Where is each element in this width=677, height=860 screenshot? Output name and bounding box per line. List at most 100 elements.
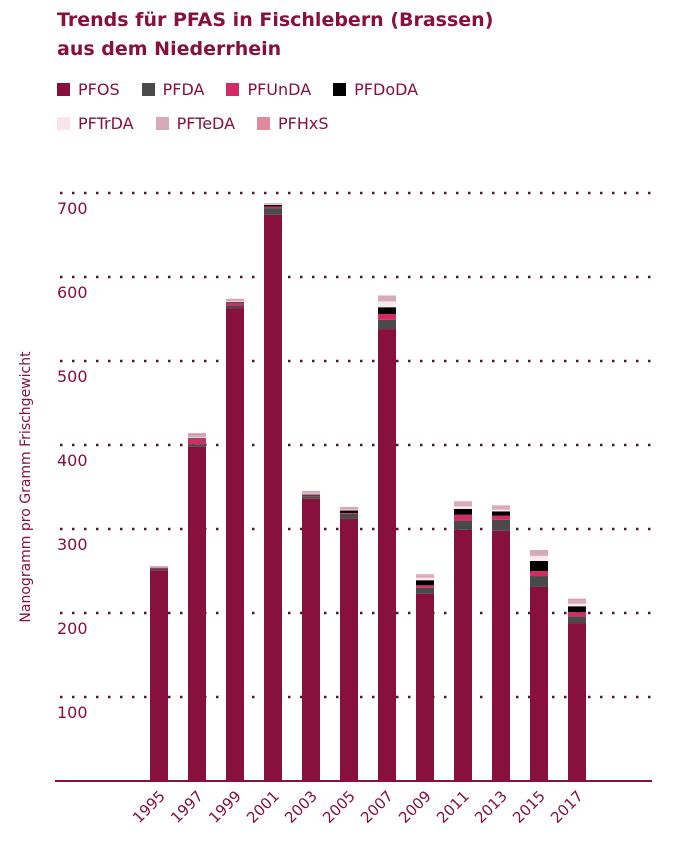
- bar-segment-pfda-2005: [340, 513, 358, 519]
- bar-segment-pfos-2005: [340, 518, 358, 781]
- bar-segment-pfunda-2001: [264, 206, 282, 209]
- x-tick-label: 2009: [395, 787, 435, 827]
- bar-segment-pfos-2017: [568, 623, 586, 781]
- bar-segment-pfos-2003: [302, 498, 320, 781]
- bar-segment-pfda-2015: [530, 576, 548, 587]
- legend-item-pfunda: PFUnDA: [226, 78, 311, 100]
- bar-segment-pfos-2007: [378, 329, 396, 781]
- y-tick-label: 500: [57, 367, 88, 386]
- legend-label: PFDA: [162, 79, 205, 99]
- x-tick-label: 2015: [509, 787, 549, 827]
- legend-swatch: [141, 82, 155, 96]
- bar-segment-pfhxs-2009: [416, 574, 434, 576]
- bar-segment-pfda-2001: [264, 208, 282, 215]
- legend-item-pfdoda: PFDoDA: [333, 78, 418, 100]
- bar-segment-pftrda-2009: [416, 577, 434, 581]
- bar-segment-pfteda-1997: [188, 434, 206, 438]
- bar-segment-pftrda-2017: [568, 603, 586, 607]
- bar-segment-pfteda-1995: [150, 565, 168, 568]
- y-axis-label: Nanogramm pro Gramm Frischgewicht: [18, 351, 34, 623]
- x-tick-label: 1997: [167, 787, 207, 827]
- bar-segment-pfdoda-2009: [416, 580, 434, 586]
- x-tick-label: 2005: [319, 787, 359, 827]
- bar-segment-pfteda-2009: [416, 575, 434, 578]
- bar-segment-pftrda-2003: [302, 493, 320, 495]
- bar-segment-pfos-2015: [530, 586, 548, 781]
- x-tick-label: 2001: [243, 787, 283, 827]
- title-line-2: aus dem Niederrhein: [57, 38, 282, 60]
- legend-label: PFOS: [78, 79, 120, 99]
- bar-segment-pfunda-2017: [568, 612, 586, 617]
- legend-label: PFHxS: [278, 113, 329, 133]
- x-tick-label: 1995: [129, 787, 169, 827]
- y-tick-label: 300: [57, 535, 88, 554]
- bar-segment-pfteda-2017: [568, 599, 586, 604]
- bar-segment-pfdoda-2007: [378, 307, 396, 314]
- bar-segment-pfos-1995: [150, 570, 168, 781]
- x-tick-label: 2007: [357, 787, 397, 827]
- bar-segment-pfda-2017: [568, 616, 586, 624]
- y-tick-label: 200: [57, 619, 88, 638]
- legend-item-pfhxs: PFHxS: [257, 112, 329, 134]
- bar-segment-pfunda-2005: [340, 513, 358, 514]
- bar-segment-pfteda-2007: [378, 295, 396, 302]
- bar-segment-pfunda-2007: [378, 313, 396, 320]
- legend-label: PFTrDA: [78, 113, 134, 133]
- bar-segment-pfda-1997: [188, 444, 206, 447]
- x-tick-label: 2011: [433, 787, 473, 827]
- y-tick-label: 400: [57, 451, 88, 470]
- legend: PFOS PFDA PFUnDA PFDoDA PFTrDA PFTeDA PFHxS: [57, 78, 537, 146]
- legend-swatch: [57, 116, 70, 130]
- bar-segment-pfhxs-2013: [492, 505, 510, 507]
- x-tick-label: 2003: [281, 787, 321, 827]
- bar-segment-pfunda-1997: [188, 439, 206, 445]
- bar-segment-pfunda-2015: [530, 571, 548, 577]
- bar-segment-pfhxs-1997: [188, 433, 206, 435]
- bar-segment-pfhxs-2003: [302, 491, 320, 493]
- bar-segment-pfteda-2015: [530, 550, 548, 556]
- bar-segment-pfdoda-2013: [492, 511, 510, 516]
- bar-segment-pfda-2009: [416, 587, 434, 594]
- legend-label: PFTeDA: [176, 113, 236, 133]
- bar-segment-pfteda-2013: [492, 506, 510, 510]
- bar-segment-pfunda-1999: [226, 303, 244, 306]
- bar-segment-pfteda-2001: [264, 203, 282, 204]
- legend-item-pfda: PFDA: [141, 78, 205, 100]
- bar-segment-pfunda-2003: [302, 495, 320, 497]
- bar-segment-pfdoda-2015: [530, 560, 548, 571]
- bar-segment-pfda-2011: [454, 520, 472, 530]
- legend-swatch: [226, 82, 240, 96]
- x-tick-label: 1999: [205, 787, 245, 827]
- legend-item-pftrda: PFTrDA: [57, 112, 134, 134]
- legend-swatch: [155, 116, 169, 130]
- bar-segment-pfdoda-2001: [264, 204, 282, 207]
- bar-segment-pftrda-2001: [264, 203, 282, 205]
- bar-segment-pfda-2013: [492, 519, 510, 531]
- bar-segment-pfteda-2005: [340, 508, 358, 510]
- y-tick-label: 600: [57, 283, 88, 302]
- bar-segment-pfteda-2003: [302, 492, 320, 494]
- bar-segment-pfda-1995: [150, 568, 168, 571]
- bar-segment-pftrda-2005: [340, 509, 358, 511]
- bar-segment-pfda-2007: [378, 319, 396, 330]
- bar-segment-pfdoda-1997: [188, 438, 206, 440]
- bar-segment-pfdoda-2003: [302, 494, 320, 496]
- bar-segment-pftrda-1999: [226, 301, 244, 303]
- bar-segment-pfos-2013: [492, 530, 510, 781]
- bar-segment-pftrda-1997: [188, 437, 206, 439]
- bar-segment-pfhxs-1999: [226, 298, 244, 300]
- bar-segment-pftrda-2007: [378, 301, 396, 308]
- bar-segment-pfunda-1995: [150, 567, 168, 569]
- legend-swatch: [57, 82, 70, 96]
- bar-segment-pfdoda-2017: [568, 606, 586, 613]
- legend-swatch: [257, 116, 271, 130]
- bar-segment-pfos-1999: [226, 308, 244, 781]
- bar-segment-pfos-1997: [188, 446, 206, 781]
- bar-segment-pfdoda-1999: [226, 302, 244, 304]
- y-tick-label: 100: [57, 703, 88, 722]
- legend-swatch: [333, 82, 347, 96]
- legend-item-pfteda: PFTeDA: [155, 112, 236, 134]
- legend-item-pfos: PFOS: [57, 78, 120, 100]
- x-tick-label: 2013: [471, 787, 511, 827]
